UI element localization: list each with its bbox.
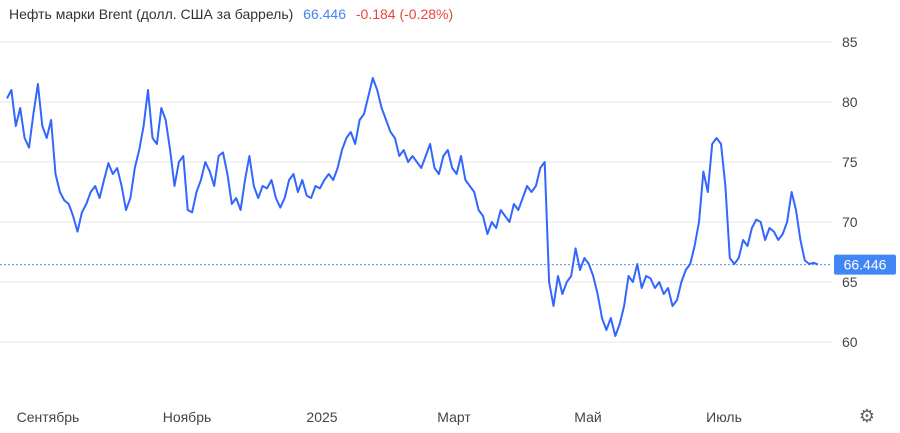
y-tick-label: 80 xyxy=(842,94,858,110)
chart-header: Нефть марки Brent (долл. США за баррель)… xyxy=(9,6,459,22)
last-value: 66.446 xyxy=(303,6,346,22)
x-tick-label: Сентябрь xyxy=(17,409,80,425)
x-tick-label: Май xyxy=(574,409,601,425)
x-tick-label: 2025 xyxy=(306,409,337,425)
y-tick-label: 60 xyxy=(842,334,858,350)
chart-title: Нефть марки Brent (долл. США за баррель) xyxy=(9,6,294,22)
x-axis: Сентябрь Ноябрь 2025 Март Май Июль xyxy=(17,409,742,425)
x-tick-label: Ноябрь xyxy=(163,409,212,425)
x-tick-label: Июль xyxy=(706,409,742,425)
current-price-badge: 66.446 xyxy=(834,254,896,275)
current-price-label: 66.446 xyxy=(844,257,887,273)
series-line xyxy=(6,77,819,337)
y-tick-label: 65 xyxy=(842,274,858,290)
y-axis: 60 65 70 75 80 85 xyxy=(842,34,858,350)
price-change: -0.184 (-0.28%) xyxy=(355,6,454,22)
gear-icon[interactable]: ⚙ xyxy=(858,406,876,426)
x-tick-label: Март xyxy=(437,409,471,425)
y-tick-label: 75 xyxy=(842,154,858,170)
y-tick-label: 70 xyxy=(842,214,858,230)
y-tick-label: 85 xyxy=(842,34,858,50)
